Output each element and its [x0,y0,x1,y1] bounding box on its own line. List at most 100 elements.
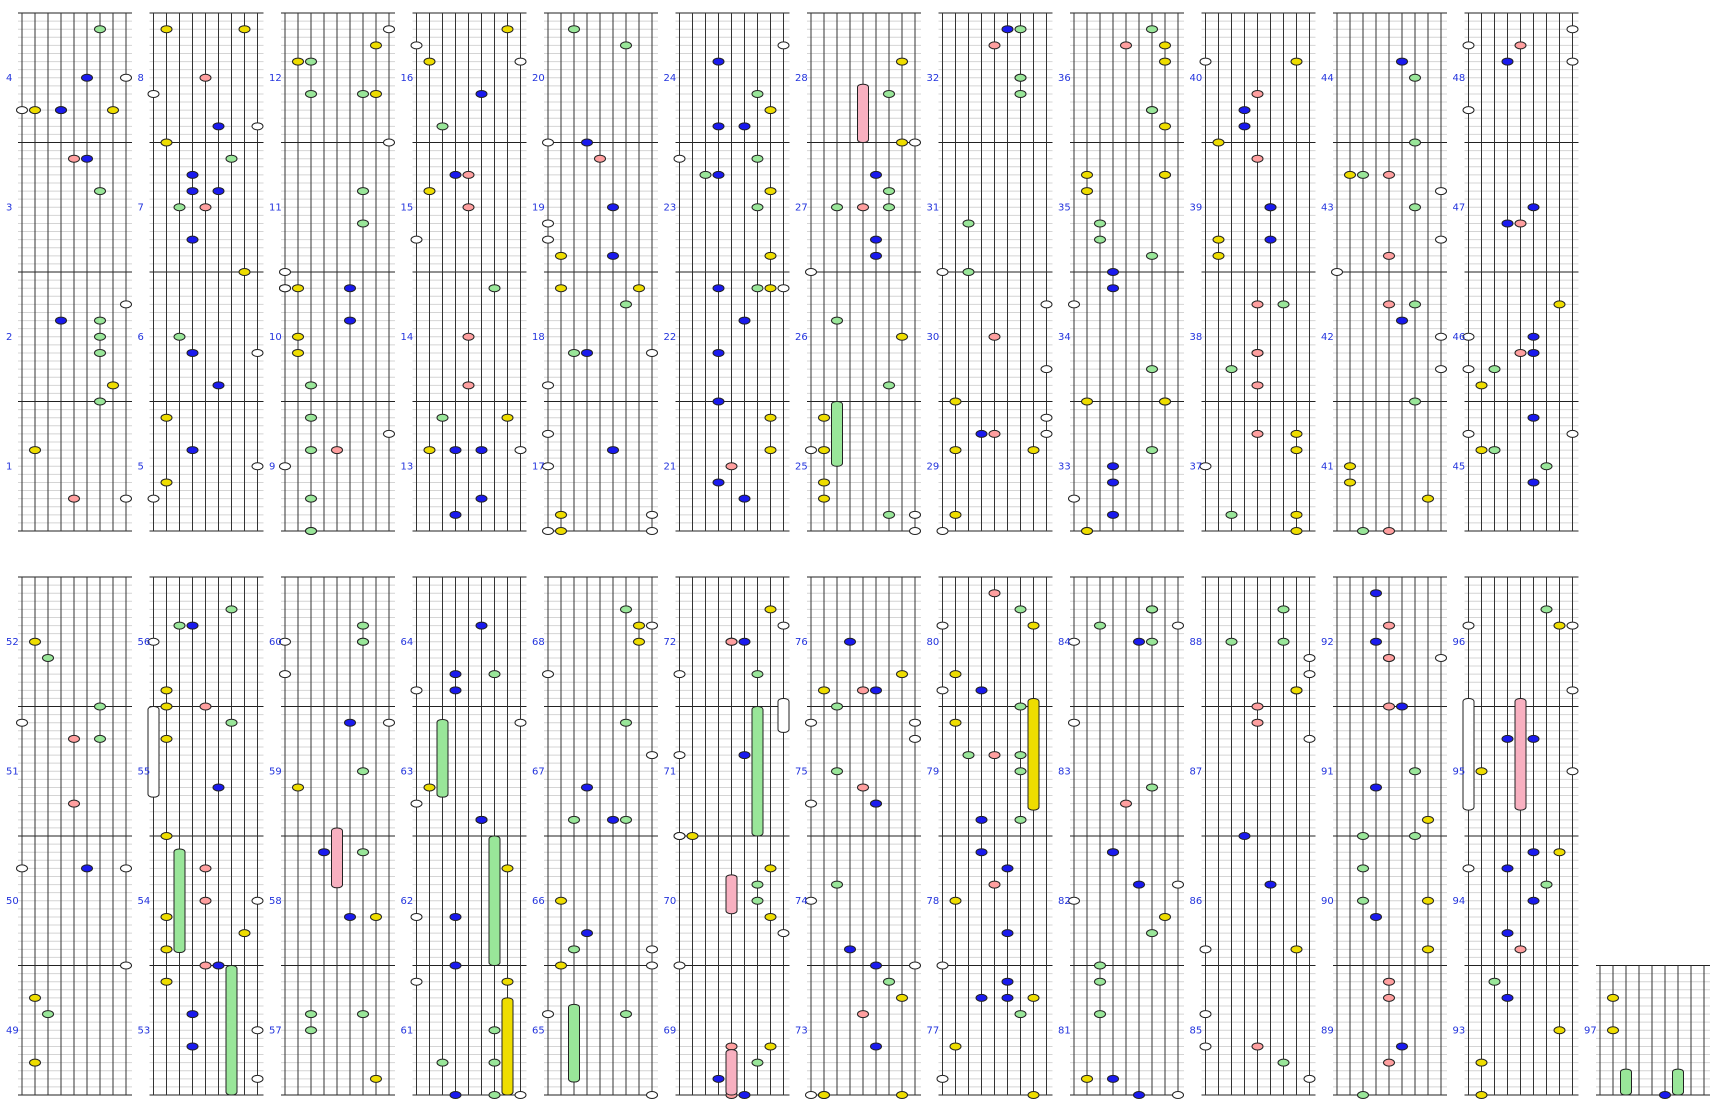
note [909,961,921,970]
note [764,446,777,455]
note [186,187,199,196]
note [94,316,106,325]
note [1133,1091,1145,1099]
note [1383,170,1395,179]
note [1383,653,1395,662]
note [555,527,567,535]
measure-number: 96 [1453,637,1466,648]
note [751,1058,764,1067]
note [1251,300,1264,309]
note [1303,734,1316,743]
note [1107,510,1119,519]
note [94,734,106,743]
long-note [488,835,501,966]
note [1027,446,1040,455]
note [764,187,777,196]
note [1514,41,1527,50]
note [160,478,173,487]
measure-number: 76 [795,637,808,648]
note [1040,300,1053,309]
note [1527,734,1540,743]
note [1277,300,1290,309]
long-note [857,83,869,143]
note [449,170,462,179]
measure-number: 49 [6,1025,19,1036]
note [501,413,514,422]
note [870,170,882,179]
measure-number: 23 [664,202,677,213]
note [1014,605,1027,614]
note [305,413,317,422]
note [555,510,567,519]
note [1251,702,1264,711]
note [1199,57,1212,66]
note [764,284,777,293]
note [357,89,369,98]
note [1199,945,1212,954]
measure-number: 19 [532,202,545,213]
note [475,446,488,455]
note [1553,300,1566,309]
note [1027,1091,1040,1099]
note [988,880,1001,889]
long-note [568,1003,580,1083]
note [238,268,251,276]
note [160,702,173,711]
note [94,348,106,357]
note [673,751,686,760]
note [292,348,304,357]
measure-number: 16 [401,73,414,84]
note [1527,348,1540,357]
measure-number: 62 [401,896,414,907]
note [107,106,119,115]
note [488,284,501,293]
note [1107,462,1119,471]
measure-number: 38 [1190,332,1203,343]
note [581,348,593,357]
note [1094,1010,1106,1019]
note [68,799,80,808]
note [318,848,330,857]
measure-number: 28 [795,73,808,84]
note [1264,235,1277,244]
note [1357,832,1369,840]
note [1422,945,1434,954]
note [1251,718,1264,727]
note [251,122,264,131]
measure-number: 46 [1453,332,1466,343]
long-note [1620,1068,1632,1096]
note [646,621,658,630]
note [436,413,449,422]
grid-layer [18,12,1710,1096]
note [1001,993,1014,1002]
note [1159,170,1171,179]
note [1001,25,1014,34]
note [646,1091,658,1099]
long-note [1672,1068,1684,1096]
note [1514,945,1527,954]
note [712,57,725,66]
note [673,154,686,163]
note [120,494,132,503]
measure-number: 33 [1058,461,1071,472]
note [1146,251,1158,260]
note [344,718,356,727]
note [883,89,895,98]
note [1133,637,1145,646]
note [777,929,790,938]
note [1290,945,1303,954]
note [896,1091,908,1099]
measure-number: 55 [138,766,151,777]
note [1409,138,1421,147]
measure-number: 9 [269,461,275,472]
note [725,1042,738,1051]
note [357,637,369,646]
note [988,589,1001,598]
measure-number: 60 [269,637,282,648]
note [805,1091,817,1099]
note [186,1010,199,1019]
note [199,203,212,212]
note [1383,621,1395,630]
note [1303,653,1316,662]
note [120,300,132,309]
